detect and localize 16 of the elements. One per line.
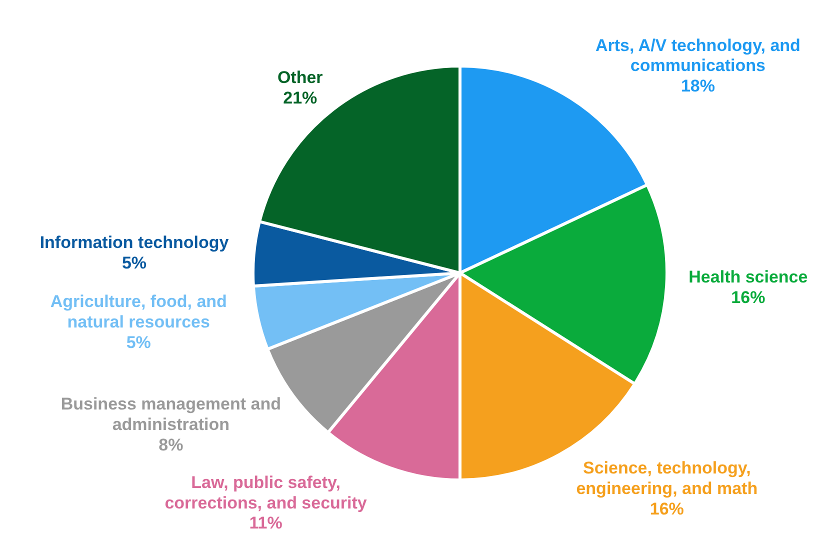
slice-label: Agriculture, food, and natural resources bbox=[50, 292, 227, 331]
slice-label: Other bbox=[277, 68, 324, 87]
slice-label: Science, technology, engineering, and math bbox=[576, 458, 758, 498]
slice-label: Arts, A/V technology, and communications bbox=[595, 35, 800, 75]
slice-label: Information technology bbox=[40, 232, 230, 252]
data-label: 11% bbox=[249, 513, 282, 532]
data-label: 16% bbox=[650, 498, 684, 518]
data-label: 5% bbox=[122, 252, 147, 272]
slice-label: Law, public safety, corrections, and security bbox=[164, 472, 368, 512]
data-label: 5% bbox=[126, 332, 151, 352]
slice-label: Business management and administration bbox=[60, 394, 281, 434]
data-label: 8% bbox=[158, 434, 184, 454]
data-label: 21% bbox=[283, 88, 318, 108]
data-label: 16% bbox=[731, 288, 766, 307]
slice-label: Health science bbox=[688, 267, 808, 286]
data-label: 18% bbox=[680, 76, 715, 96]
